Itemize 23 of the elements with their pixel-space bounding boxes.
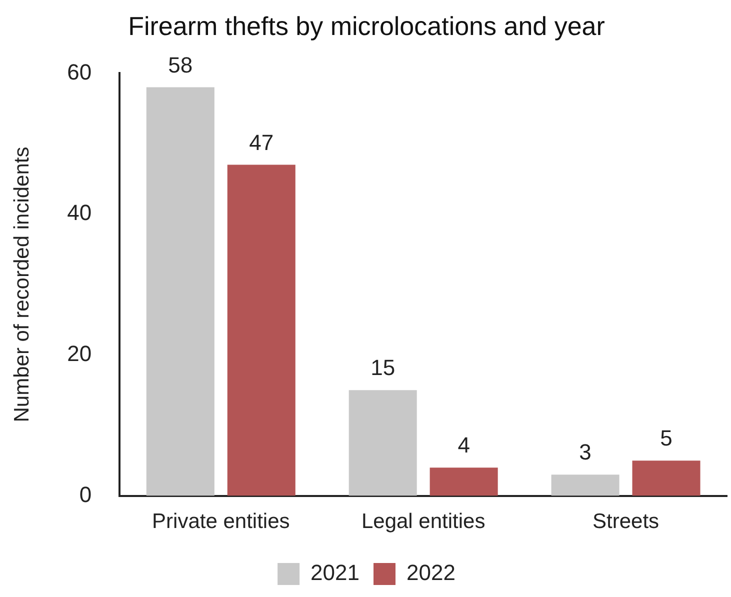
- chart-title: Firearm thefts by microlocations and year: [128, 10, 606, 41]
- bar: [227, 164, 296, 496]
- data-label: 3: [579, 440, 592, 465]
- legend-label: 2022: [406, 560, 456, 586]
- x-tick-label: Legal entities: [361, 510, 486, 534]
- data-label: 5: [660, 426, 672, 451]
- data-label: 47: [249, 130, 274, 155]
- bar: [348, 390, 417, 496]
- bar: [146, 87, 214, 496]
- y-tick-label: 20: [67, 340, 92, 366]
- bar: [632, 460, 700, 496]
- data-label: 58: [168, 52, 193, 78]
- legend-label: 2021: [310, 560, 360, 586]
- bar: [430, 468, 498, 496]
- bar: [551, 474, 620, 496]
- data-label: 15: [370, 355, 396, 380]
- x-tick-label: Streets: [592, 510, 660, 534]
- y-axis-title: Number of recorded incidents: [10, 146, 34, 422]
- y-tick-label: 40: [67, 200, 92, 226]
- data-label: 4: [458, 432, 470, 458]
- y-tick-label: 0: [79, 482, 92, 507]
- y-tick-label: 60: [67, 59, 92, 84]
- x-tick-label: Private entities: [152, 510, 290, 534]
